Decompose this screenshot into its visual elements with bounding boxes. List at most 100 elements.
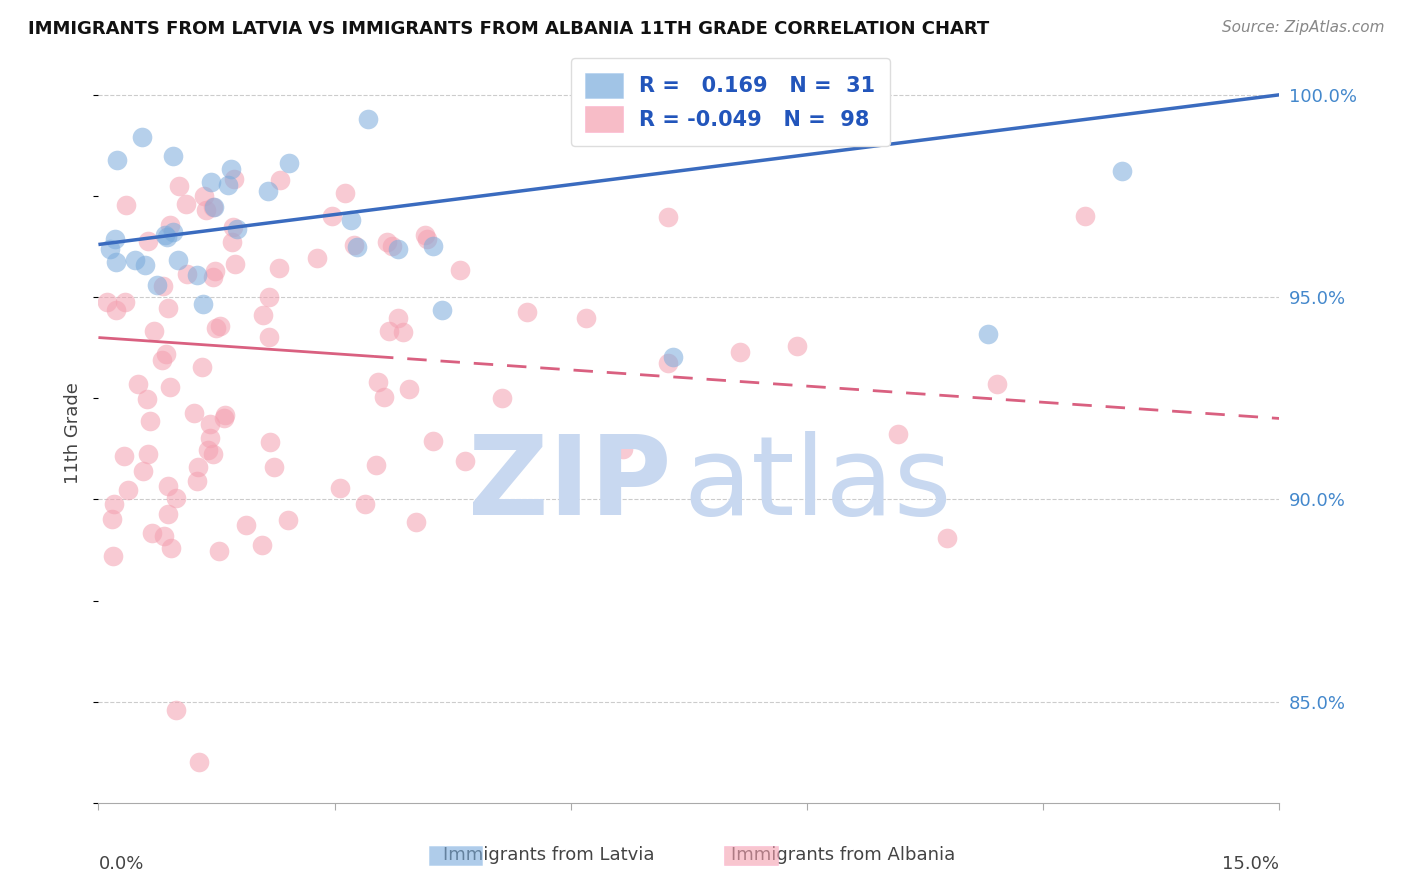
Point (224, 171, 246, 186)
Point (381, 239, 404, 253)
Point (156, 479, 179, 493)
Point (449, 263, 471, 277)
Point (375, 235, 398, 249)
Point (132, 464, 155, 478)
Point (198, 431, 221, 445)
Point (131, 130, 153, 145)
Point (115, 198, 138, 212)
Point (222, 220, 245, 235)
Point (367, 376, 389, 390)
Point (112, 449, 135, 463)
Point (321, 209, 343, 223)
Point (217, 178, 239, 192)
Text: 15.0%: 15.0% (1222, 855, 1279, 872)
Point (103, 549, 125, 563)
Point (422, 434, 444, 448)
Point (155, 347, 177, 361)
Point (887, 427, 910, 442)
Point (340, 213, 363, 227)
Point (305, 251, 328, 265)
Text: 0.0%: 0.0% (98, 855, 143, 872)
Point (986, 377, 1008, 392)
Point (491, 391, 513, 405)
Point (377, 324, 399, 338)
Point (657, 210, 679, 224)
Point (252, 309, 274, 323)
Point (364, 458, 387, 473)
Point (152, 529, 174, 543)
Point (219, 161, 242, 176)
Point (104, 232, 127, 246)
Point (194, 202, 217, 217)
Point (159, 218, 181, 232)
Point (259, 330, 281, 344)
Point (98, 242, 121, 256)
Text: Immigrants from Latvia: Immigrants from Latvia (443, 846, 654, 863)
Point (96, 294, 118, 309)
Point (278, 156, 301, 170)
Point (259, 434, 281, 449)
Point (200, 175, 222, 189)
Point (257, 184, 280, 198)
Point (343, 238, 366, 252)
Point (208, 318, 231, 333)
Point (392, 325, 415, 339)
Text: Immigrants from Albania: Immigrants from Albania (731, 846, 956, 863)
Point (186, 268, 208, 283)
Point (977, 326, 1000, 341)
Point (188, 756, 211, 770)
Point (387, 311, 409, 326)
Point (329, 481, 352, 495)
Point (212, 411, 235, 425)
Point (153, 227, 176, 242)
Point (136, 446, 159, 460)
Point (156, 230, 179, 244)
Point (786, 339, 808, 353)
Point (1111, 164, 1133, 178)
Point (205, 321, 228, 335)
Text: atlas: atlas (683, 431, 952, 538)
Point (146, 278, 169, 293)
Point (208, 544, 231, 558)
Point (657, 356, 679, 370)
Point (135, 392, 157, 407)
Point (191, 297, 214, 311)
Point (221, 235, 243, 249)
Point (134, 258, 156, 272)
Point (193, 189, 215, 203)
Point (152, 279, 174, 293)
Point (353, 497, 375, 511)
Point (166, 703, 188, 717)
Point (269, 173, 291, 187)
Point (575, 311, 598, 326)
Point (202, 200, 225, 214)
Point (191, 360, 214, 375)
Point (335, 186, 357, 200)
Point (662, 351, 685, 365)
Point (127, 376, 149, 391)
Text: Source: ZipAtlas.com: Source: ZipAtlas.com (1222, 20, 1385, 35)
Point (104, 303, 127, 318)
Point (200, 417, 222, 431)
Point (162, 225, 184, 239)
Point (430, 303, 453, 318)
Point (167, 252, 190, 267)
Point (105, 153, 128, 168)
Point (143, 324, 166, 338)
Point (373, 390, 395, 404)
Point (226, 221, 249, 235)
Point (136, 234, 159, 248)
Point (252, 538, 274, 552)
Point (197, 442, 219, 457)
Text: ZIP: ZIP (468, 431, 671, 538)
Point (160, 541, 183, 556)
Point (413, 227, 436, 242)
Point (416, 232, 439, 246)
Point (612, 442, 634, 456)
Point (728, 344, 751, 359)
Point (162, 148, 184, 162)
Point (141, 525, 163, 540)
Point (235, 517, 257, 532)
Point (183, 406, 205, 420)
Point (516, 304, 538, 318)
